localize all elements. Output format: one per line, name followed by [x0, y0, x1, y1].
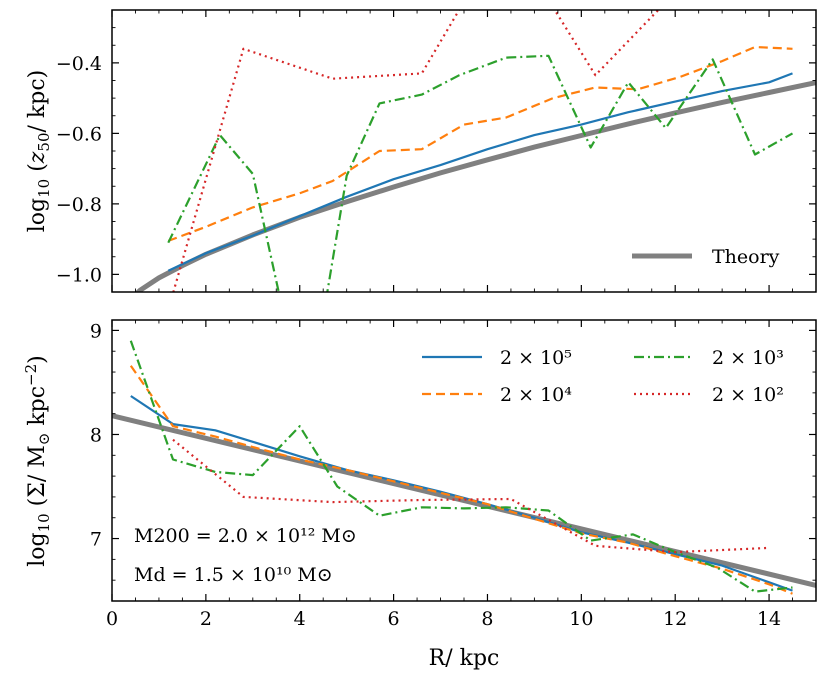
- scale-height-ytick-label: −0.4: [56, 53, 102, 75]
- surface-density-ytick-label: 8: [90, 424, 102, 446]
- scale-height-line-theory: [134, 80, 816, 292]
- surface-density-line-n2e2: [172, 438, 770, 554]
- scale-height-ticks: −1.0 −0.8 −0.6 −0.4: [56, 9, 816, 293]
- scale-height-frame: [111, 9, 817, 293]
- legend-label-n2e3: 2 × 10³: [712, 347, 784, 369]
- scale-height-ylabel: log10 (z50/ kpc): [25, 70, 53, 232]
- surface-density-xtick-label: 6: [388, 608, 400, 630]
- surface-density-ticks: 0 2 4 6 8 10 12 14 7 8 9: [90, 320, 816, 630]
- surface-density-panel: 0 2 4 6 8 10 12 14 7 8 9 log10 (Σ/ M⊙ kpc−2) R/ kp…: [22, 319, 817, 671]
- surface-density-line-n2e4: [129, 365, 793, 595]
- scale-height-panel: −1.0 −0.8 −0.6 −0.4 log10 (z50/ kpc) Theory: [25, 9, 817, 293]
- surface-density-frame: [111, 319, 817, 602]
- scale-height-line-n2e2: [172, 10, 660, 292]
- density-legend: 2 × 10⁵ 2 × 10⁴ 2 × 10³ 2 × 10²: [422, 347, 784, 406]
- surface-density-line-n2e5: [130, 395, 793, 592]
- scale-height-ytick-label: −0.8: [56, 194, 102, 216]
- surface-density-line-n2e3: [129, 340, 793, 593]
- surface-density-xtick-label: 10: [569, 608, 593, 630]
- theory-legend: Theory: [632, 246, 780, 268]
- legend-label-n2e2: 2 × 10²: [712, 384, 784, 406]
- surface-density-series: [112, 340, 816, 595]
- surface-density-xtick-label: 4: [294, 608, 306, 630]
- legend-label-n2e4: 2 × 10⁴: [500, 384, 572, 406]
- legend-label-n2e5: 2 × 10⁵: [500, 347, 572, 369]
- surface-density-xtick-label: 8: [481, 608, 493, 630]
- surface-density-xtick-label: 12: [663, 608, 687, 630]
- surface-density-ylabel: log10 (Σ/ M⊙ kpc−2): [22, 355, 53, 567]
- shared-xlabel: R/ kpc: [429, 646, 500, 671]
- scale-height-line-n2e4: [167, 45, 793, 242]
- scale-height-series: [134, 10, 816, 292]
- annotation-m200: M200 = 2.0 × 10¹² M⊙: [134, 525, 357, 547]
- scale-height-line-n2e3: [167, 54, 794, 292]
- surface-density-xtick-label: 0: [106, 608, 118, 630]
- surface-density-ytick-label: 7: [90, 529, 102, 551]
- surface-density-xtick-label: 14: [757, 608, 781, 630]
- theory-legend-label: Theory: [712, 246, 780, 268]
- surface-density-line-theory: [112, 413, 816, 588]
- surface-density-ytick-label: 9: [90, 320, 102, 342]
- scale-height-ytick-label: −1.0: [56, 264, 102, 286]
- scale-height-ytick-label: −0.6: [56, 123, 102, 145]
- surface-density-xtick-label: 2: [200, 608, 212, 630]
- scale-height-line-n2e5: [167, 72, 793, 272]
- annotation-md: Md = 1.5 × 10¹⁰ M⊙: [134, 564, 333, 586]
